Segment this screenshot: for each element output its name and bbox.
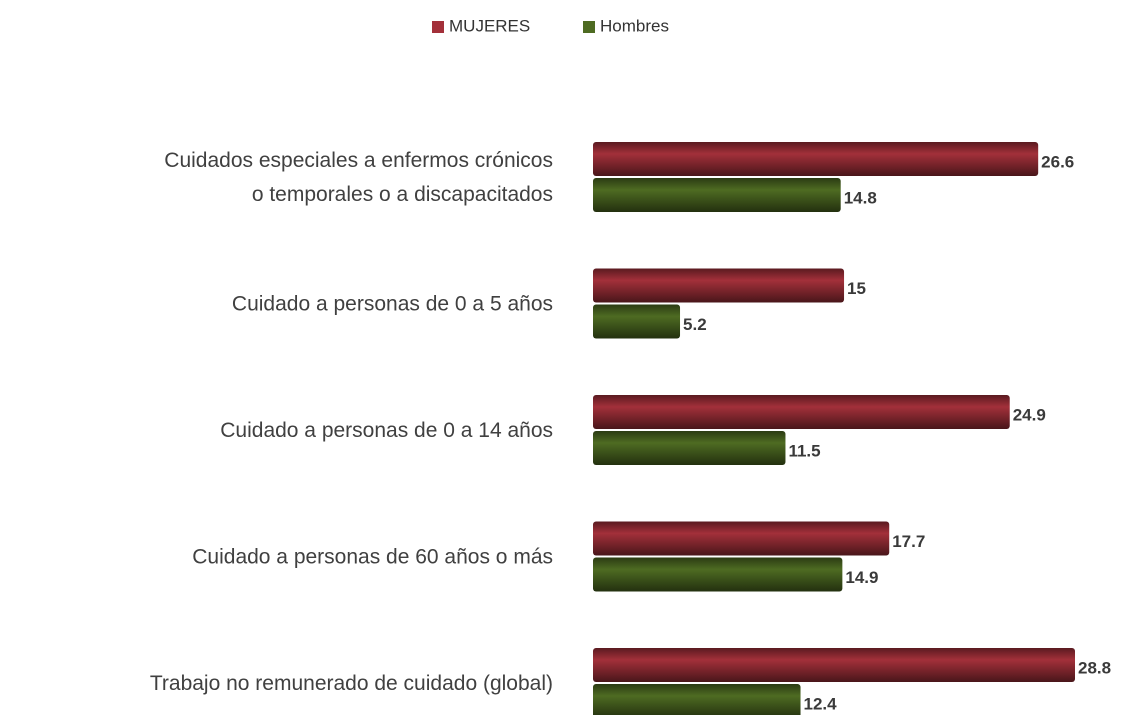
- category-label: Cuidados especiales a enfermos crónicos o…: [164, 149, 553, 206]
- bar: [593, 304, 681, 339]
- category-label: Cuidado a personas de 0 a 5 años: [232, 293, 553, 316]
- category-label: Trabajo no remunerado de cuidado (global…: [150, 672, 553, 695]
- value-label: 17.7: [892, 532, 925, 551]
- bar: [593, 684, 801, 715]
- legend-label: MUJERES: [449, 16, 530, 35]
- bar: [593, 268, 845, 303]
- value-label: 5.2: [683, 315, 707, 334]
- value-label: 28.8: [1078, 658, 1111, 677]
- category-label: Cuidado a personas de 60 años o más: [192, 546, 553, 569]
- bar: [593, 648, 1075, 682]
- value-label: 15: [847, 279, 866, 298]
- value-label: 12.4: [804, 694, 838, 713]
- bar: [593, 557, 843, 592]
- bar: [593, 178, 841, 212]
- legend-swatch: [432, 21, 444, 33]
- legend-swatch: [583, 21, 595, 33]
- legend-label: Hombres: [600, 16, 669, 35]
- value-label: 24.9: [1013, 405, 1046, 424]
- value-label: 14.8: [844, 188, 877, 207]
- value-label: 14.9: [845, 568, 878, 587]
- category-label: Cuidado a personas de 0 a 14 años: [220, 419, 553, 442]
- value-label: 11.5: [788, 441, 820, 460]
- value-label: 26.6: [1041, 152, 1074, 171]
- bar: [593, 142, 1039, 176]
- bar: [593, 431, 786, 465]
- bar: [593, 395, 1010, 429]
- bar: [593, 521, 890, 556]
